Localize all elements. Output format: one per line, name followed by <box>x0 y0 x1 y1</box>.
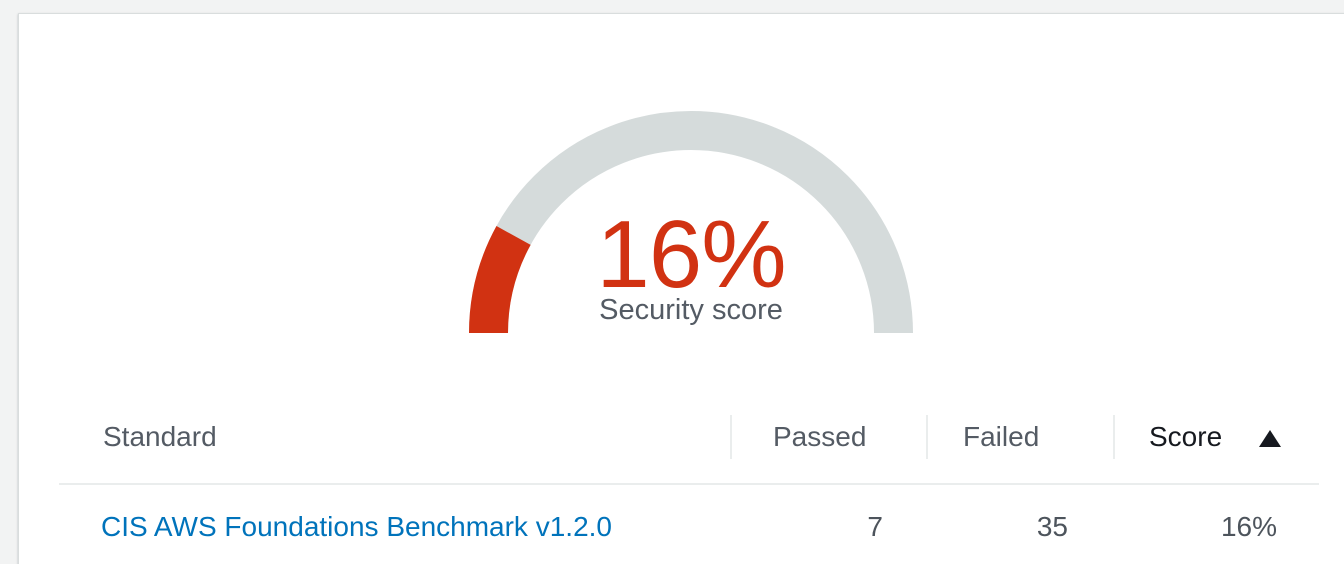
column-header-failed[interactable]: Failed <box>963 421 1040 452</box>
column-divider <box>1113 415 1115 459</box>
table-header-divider <box>59 483 1319 485</box>
security-score-label: Security score <box>599 294 783 326</box>
score-value: 16% <box>1220 511 1277 542</box>
failed-count: 35 <box>1036 511 1068 542</box>
security-score-value: 16% <box>596 201 786 308</box>
sort-ascending-icon[interactable] <box>1259 430 1281 447</box>
column-divider <box>926 415 928 459</box>
passed-count: 7 <box>867 511 883 542</box>
column-header-score[interactable]: Score <box>1149 421 1223 452</box>
gauge-arc <box>469 111 913 334</box>
column-divider <box>730 415 732 459</box>
column-header-passed[interactable]: Passed <box>773 421 867 452</box>
standard-link[interactable]: CIS AWS Foundations Benchmark v1.2.0 <box>101 511 612 542</box>
security-standards-card: 16% Security score Standard Passed Faile… <box>18 13 1344 564</box>
gauge-value-arc <box>469 226 531 334</box>
column-header-standard[interactable]: Standard <box>103 421 217 452</box>
security-score-gauge <box>459 103 923 343</box>
